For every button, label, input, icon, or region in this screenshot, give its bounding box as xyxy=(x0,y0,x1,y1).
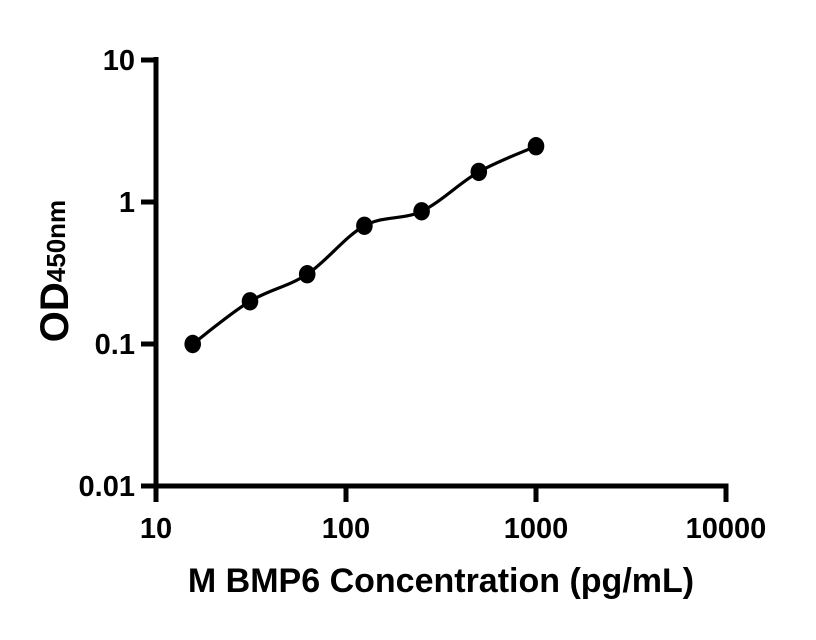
x-axis-title: M BMP6 Concentration (pg/mL) xyxy=(187,562,695,600)
data-point xyxy=(356,216,373,235)
y-tick-label: 0.1 xyxy=(95,329,135,361)
y-tick-label: 0.01 xyxy=(79,471,135,503)
x-tick-label: 1000 xyxy=(504,513,569,545)
data-point xyxy=(184,334,201,354)
y-axis-label: OD 450nm xyxy=(31,171,79,371)
x-tick-label: 100 xyxy=(322,513,370,545)
data-point xyxy=(470,162,488,182)
x-tick-label: 10 xyxy=(140,513,172,545)
data-point xyxy=(527,137,545,156)
y-axis-label-subscript: 450nm xyxy=(41,199,71,283)
data-point xyxy=(298,265,316,284)
data-point xyxy=(413,202,430,221)
x-tick-label: 10000 xyxy=(686,513,767,545)
y-tick-label: 1 xyxy=(119,187,135,219)
y-tick-label: 10 xyxy=(103,45,135,77)
data-point xyxy=(241,292,259,311)
y-axis-label-main: OD xyxy=(33,282,77,343)
